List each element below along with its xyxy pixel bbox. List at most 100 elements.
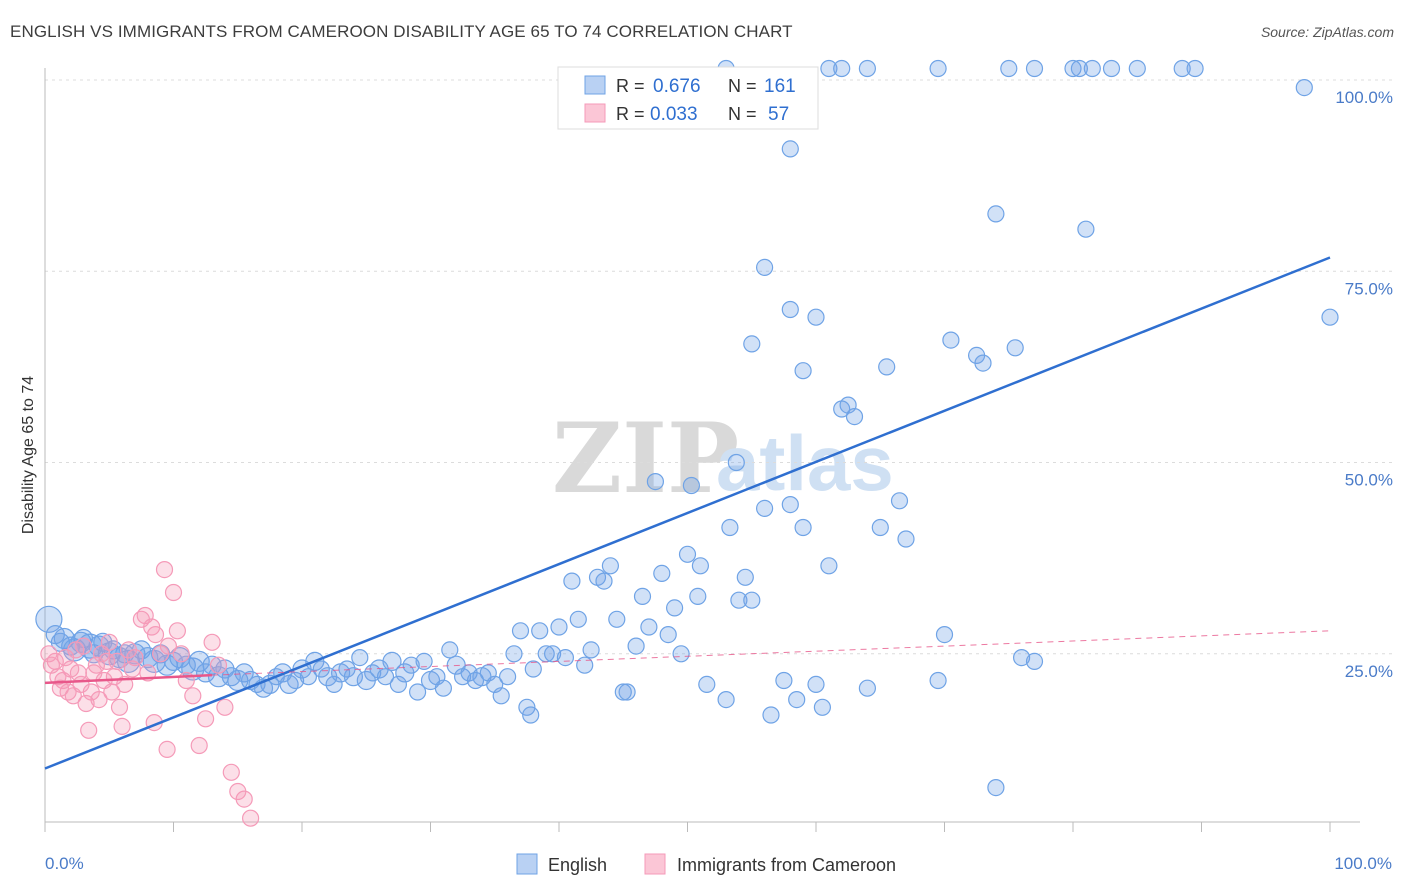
english-point-27: [188, 650, 210, 673]
english-point-28: [196, 663, 216, 683]
x-tick-label-min: 0.0%: [45, 854, 84, 873]
english-point-29: [202, 655, 222, 675]
english-point-115: [755, 499, 774, 517]
english-point-96: [627, 637, 645, 655]
cameroon-point-45: [184, 687, 202, 705]
english-point-164: [1083, 59, 1101, 78]
english-point-60: [402, 656, 420, 674]
english-point-34: [234, 663, 254, 683]
english-point-108: [698, 675, 716, 694]
english-point-79: [522, 706, 540, 724]
english-point-127: [858, 679, 877, 697]
english-point-157: [1064, 59, 1082, 78]
english-point-85: [556, 648, 575, 667]
english-point-136: [974, 354, 992, 372]
english-point-98: [640, 618, 658, 636]
cameroon-point-23: [100, 633, 118, 651]
english-point-114: [743, 591, 761, 609]
legend-swatch-english: [516, 853, 538, 875]
english-point-131: [897, 530, 915, 548]
cameroon-point-53: [235, 790, 253, 808]
english-point-65: [434, 679, 452, 697]
english-point-81: [531, 622, 549, 640]
y-axis-tick-labels: 100.0% 75.0% 50.0% 25.0%: [1335, 88, 1393, 681]
english-point-74: [492, 687, 510, 705]
english-point-57: [382, 651, 402, 672]
english-point-140: [987, 778, 1005, 797]
english-point-145: [755, 258, 774, 276]
english-point-150: [1321, 308, 1339, 326]
english-point-119: [788, 690, 806, 709]
english-point-89: [582, 641, 600, 659]
stats-r-label-cameroon: R =: [616, 104, 645, 124]
cameroon-point-8: [62, 660, 80, 678]
english-point-66: [441, 641, 459, 659]
stats-r-cameroon: 0.033: [650, 104, 698, 125]
english-point-88: [576, 656, 594, 674]
english-point-103: [672, 645, 690, 663]
english-point-104: [678, 545, 697, 563]
cameroon-point-27: [110, 698, 129, 716]
y-tick-label-3: 25.0%: [1345, 662, 1393, 681]
stats-n-cameroon: 57: [768, 104, 789, 125]
cameroon-point-51: [222, 763, 240, 781]
x-tick-label-max: 100.0%: [1334, 854, 1392, 873]
english-point-62: [415, 652, 433, 671]
cameroon-point-47: [197, 710, 215, 728]
english-point-102: [665, 599, 684, 617]
english-point-152: [820, 59, 838, 78]
english-point-48: [325, 675, 343, 694]
chart-title: ENGLISH VS IMMIGRANTS FROM CAMEROON DISA…: [10, 22, 793, 41]
english-point-97: [633, 587, 652, 606]
english-point-118: [781, 496, 799, 514]
cameroon-point-46: [190, 736, 208, 755]
english-point-147: [987, 205, 1005, 223]
y-tick-label-2: 50.0%: [1345, 471, 1393, 490]
trend-lines: [44, 256, 1331, 770]
english-point-91: [595, 572, 613, 590]
y-axis-label: Disability Age 65 to 74: [20, 376, 37, 534]
english-point-77: [511, 622, 530, 640]
english-point-160: [1128, 59, 1146, 78]
stats-swatch-cameroon: [584, 103, 606, 123]
english-point-61: [409, 683, 427, 701]
english-point-148: [1077, 220, 1095, 238]
english-point-162: [1186, 59, 1204, 78]
cameroon-point-39: [155, 560, 174, 579]
cameroon-point-15: [80, 721, 98, 739]
english-point-132: [929, 671, 947, 690]
english-point-126: [845, 408, 864, 426]
english-point-163: [1025, 59, 1044, 78]
english-point-101: [659, 625, 677, 644]
english-point-154: [858, 59, 877, 78]
trend-line-cameroon-extension: [212, 630, 1331, 676]
english-point-107: [691, 557, 710, 575]
english-point-87: [569, 610, 587, 628]
series-cameroon-points: [40, 560, 260, 827]
cameroon-point-19: [90, 690, 108, 709]
cameroon-point-41: [164, 583, 183, 602]
english-point-122: [813, 698, 832, 716]
english-point-92: [601, 557, 620, 575]
english-point-94: [614, 683, 632, 701]
stats-n-label-cameroon: N =: [728, 104, 757, 124]
gridlines: [45, 79, 1392, 655]
cameroon-point-13: [74, 637, 93, 655]
english-point-146: [794, 362, 812, 380]
series-legend: English Immigrants from Cameroon: [516, 853, 896, 875]
english-point-46: [312, 660, 330, 678]
english-point-139: [1025, 652, 1044, 671]
legend-label-english: English: [548, 855, 607, 875]
english-point-58: [389, 675, 407, 694]
axes: [44, 68, 1360, 823]
english-point-105: [682, 476, 701, 495]
cameroon-point-40: [159, 637, 177, 655]
english-point-116: [762, 706, 780, 724]
english-point-42: [287, 671, 305, 690]
english-point-141: [743, 335, 761, 353]
english-point-156: [1000, 59, 1018, 78]
cameroon-point-54: [242, 809, 260, 827]
y-tick-label-0: 100.0%: [1335, 88, 1393, 107]
english-point-144: [807, 308, 825, 326]
stats-n-label-english: N =: [728, 76, 757, 96]
